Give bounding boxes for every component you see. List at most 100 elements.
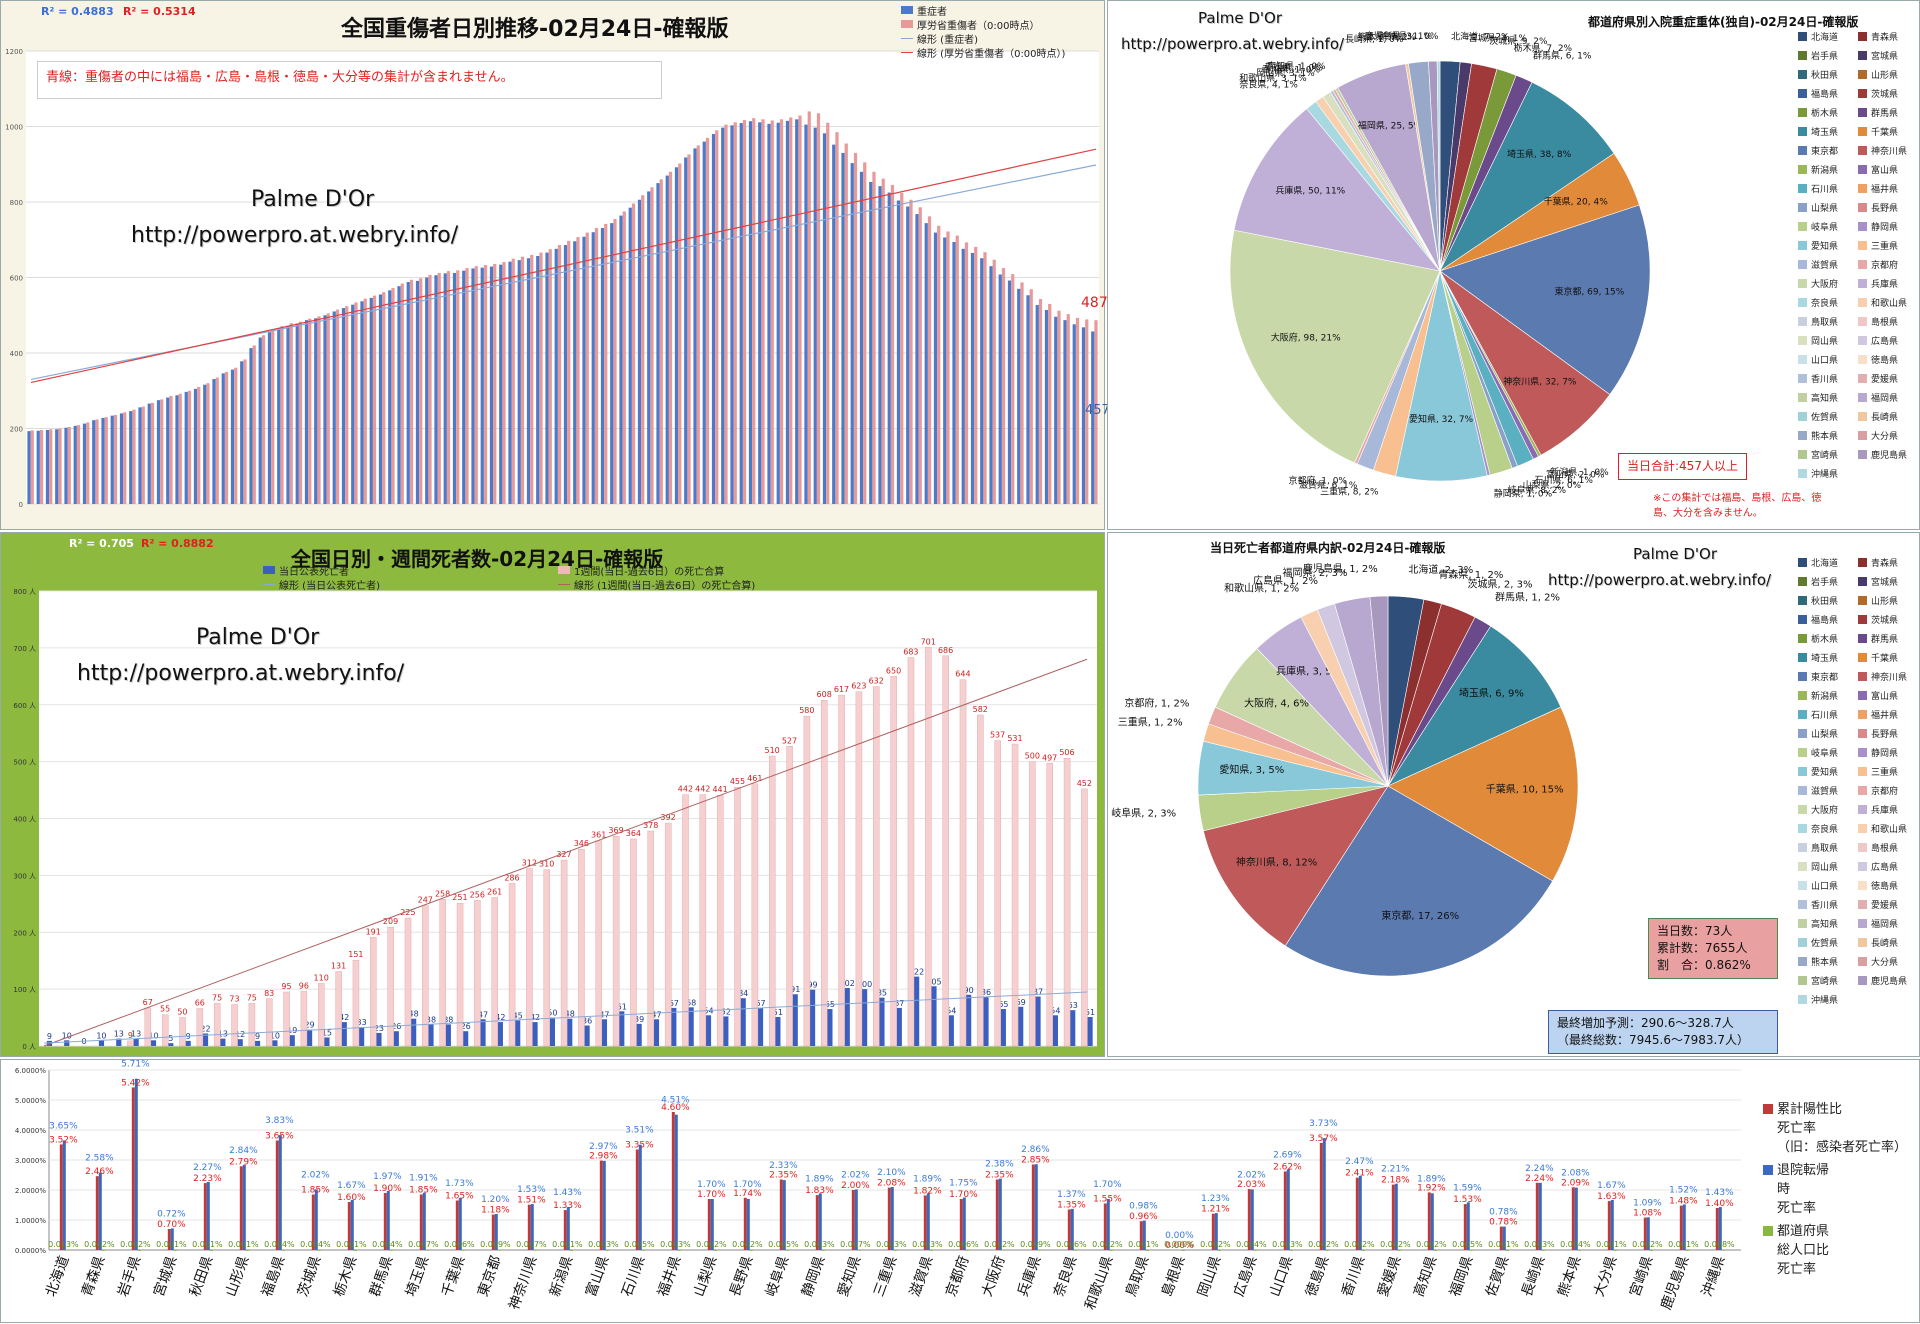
data-label-population: 0.002%: [1416, 1240, 1447, 1249]
bar-daily: [445, 1024, 451, 1046]
bar-mhlw: [992, 259, 996, 504]
data-label-discharge: 2.02%: [841, 1170, 870, 1180]
data-label-population: 0.002%: [732, 1240, 763, 1249]
legend-item: 宮崎県: [1798, 971, 1858, 990]
bar-mhlw: [335, 309, 340, 504]
data-label-positive: 2.98%: [589, 1152, 618, 1162]
bar-positive-ratio: [491, 1214, 495, 1250]
data-label-population: 0.007%: [516, 1240, 547, 1249]
y-tick-label: 0.0000%: [15, 1247, 46, 1255]
bar-severe: [92, 420, 96, 504]
y-tick-label: 800 人: [13, 588, 36, 596]
data-label-population: 0.002%: [1632, 1240, 1663, 1249]
data-label-discharge: 1.52%: [1669, 1185, 1698, 1195]
x-tick-label: 沖縄県: [1699, 1254, 1728, 1299]
data-label-weekly: 151: [348, 950, 363, 959]
legend-item: 長崎県: [1858, 933, 1918, 952]
bar-severe: [943, 237, 947, 505]
bar-positive-ratio: [239, 1166, 243, 1250]
bar-population-ratio: [857, 1249, 861, 1251]
watermark-name: Palme D'Or: [196, 625, 320, 650]
bar-severe: [378, 294, 383, 504]
data-label-daily: 84: [738, 989, 748, 998]
bar-mhlw: [289, 323, 293, 504]
data-label-weekly: 364: [626, 829, 641, 838]
x-tick-label: 秋田県: [187, 1254, 216, 1299]
data-label-weekly: 66: [195, 998, 205, 1007]
bar-mhlw: [909, 199, 913, 505]
bar-discharge-ratio: [1142, 1220, 1146, 1250]
bar-weekly: [977, 714, 984, 1047]
pie-label: 北海道, 7, 2%: [1451, 30, 1510, 42]
data-label-daily: 42: [530, 1013, 540, 1022]
pie-label: 長崎県, 1, 0%: [1345, 33, 1404, 45]
legend-item: 山形県: [1858, 591, 1918, 610]
legend-item: 愛知県: [1798, 762, 1858, 781]
bar-daily: [376, 1032, 382, 1046]
y-tick-label: 700 人: [13, 645, 36, 653]
pie-slice: [1369, 595, 1389, 787]
bar-severe: [489, 266, 494, 504]
bar-population-ratio: [1037, 1249, 1041, 1251]
bar-population-ratio: [713, 1249, 717, 1251]
bar-mhlw: [215, 377, 219, 504]
data-label-weekly: 686: [938, 646, 953, 655]
bar-mhlw: [76, 425, 81, 504]
legend-item: 累計陽性比 死亡率 （旧：感染者死亡率）: [1763, 1100, 1907, 1157]
bar-mhlw: [585, 232, 589, 504]
bar-discharge-ratio: [602, 1160, 606, 1250]
pie-label: 神奈川県, 8, 12%: [1236, 855, 1317, 868]
bar-daily: [1000, 1009, 1006, 1046]
legend-item: 福井県: [1858, 179, 1918, 198]
data-label-discharge: 0.72%: [157, 1209, 186, 1219]
bar-daily: [775, 1016, 781, 1046]
data-label-positive: 3.57%: [1309, 1134, 1338, 1144]
data-label-positive: 1.70%: [697, 1190, 726, 1200]
bar-severe: [915, 214, 919, 504]
bar-weekly: [1081, 788, 1088, 1047]
data-label-population: 0.006%: [1056, 1240, 1087, 1249]
x-tick-label: 滋賀県: [907, 1254, 936, 1299]
y-tick-label: 500 人: [13, 759, 36, 767]
trend-line-weekly: [43, 658, 1088, 1047]
x-tick-label: 奈良県: [1051, 1254, 1080, 1299]
bar-severe: [406, 282, 410, 504]
bar-population-ratio: [749, 1249, 753, 1251]
legend-item: 愛知県: [1798, 236, 1858, 255]
bar-mhlw: [1085, 319, 1089, 504]
legend-item: 大分県: [1858, 952, 1918, 971]
pie-slice: [1439, 81, 1615, 272]
data-label-daily: 38: [443, 1015, 453, 1024]
deathpie-legend: 北海道 岩手県 秋田県 福島県 栃木県 埼玉県 東京都 新潟県 石川県 山梨県 岐阜県 愛知県 滋賀県大…: [1798, 553, 1920, 1009]
bar-daily: [983, 997, 989, 1046]
data-label-discharge: 2.58%: [85, 1154, 114, 1164]
legend-item: 山梨県: [1798, 198, 1858, 217]
pie-label: 岡山県, 3, 1%: [1256, 68, 1315, 79]
bar-severe: [64, 427, 68, 504]
severe-chart-title: 全国重傷者日別推移-02月24日-確報版: [341, 17, 729, 42]
bar-severe: [45, 430, 50, 504]
bar-severe: [693, 148, 697, 504]
bar-daily: [844, 987, 850, 1046]
bar-population-ratio: [641, 1249, 645, 1251]
bar-mhlw: [604, 223, 608, 504]
data-label-weekly: 346: [574, 839, 589, 848]
bar-severe: [341, 308, 346, 504]
data-label-positive: 1.85%: [409, 1186, 438, 1196]
data-label-population: 0.008%: [1704, 1240, 1735, 1249]
rate-chart-panel: 0.0000% 1.0000% 2.0000% 3.0000% 4.0000% 5.000…: [0, 1059, 1920, 1323]
data-label-discharge: 2.47%: [1345, 1157, 1374, 1167]
bar-positive-ratio: [275, 1140, 279, 1250]
data-label-discharge: 0.98%: [1129, 1202, 1158, 1212]
data-label-weekly: 644: [955, 670, 970, 679]
data-label-weekly: 75: [247, 993, 257, 1002]
bar-discharge-ratio: [674, 1114, 678, 1250]
data-label-daily: 9: [255, 1032, 260, 1041]
bar-severe: [27, 431, 31, 504]
bar-severe: [480, 267, 484, 504]
bar-severe: [129, 411, 133, 504]
data-label-population: 0.002%: [1200, 1240, 1231, 1249]
bar-severe: [249, 348, 253, 504]
bar-daily: [636, 1023, 642, 1046]
data-label-positive: 3.35%: [625, 1141, 654, 1151]
